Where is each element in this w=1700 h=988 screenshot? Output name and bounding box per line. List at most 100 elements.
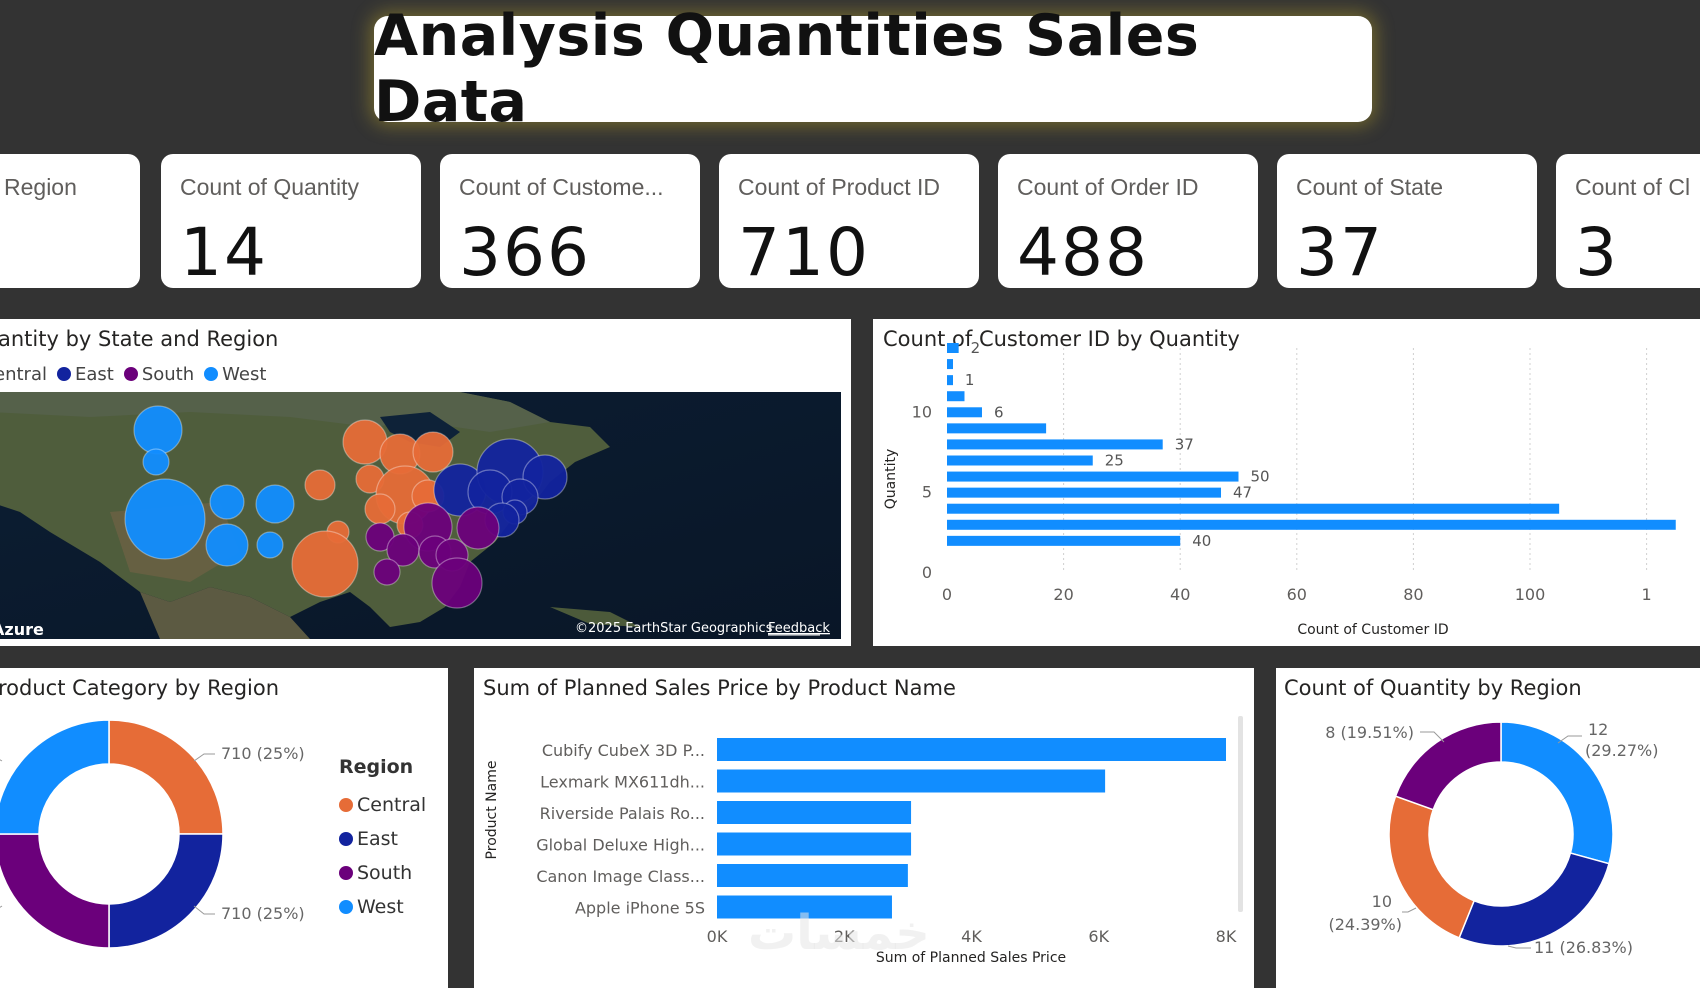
map-bubble-west[interactable] [205,523,249,567]
legend-label: Central [357,794,427,816]
leader-line [1420,731,1445,743]
legend-title: Region [339,756,414,778]
legend-item-central[interactable]: Central [339,788,426,822]
bar-quantity-11[interactable] [947,391,965,402]
data-label: 11 (26.83%) [1534,938,1633,957]
kpi-label: Region [4,174,77,200]
kpi-card-count-of-customer[interactable]: Count of Custome... 366 [440,154,700,288]
y-tick-label: Canon Image Class... [536,867,705,886]
x-tick-label: 8K [1216,927,1237,946]
bar-product[interactable] [717,738,1226,761]
quantity-by-region-donut[interactable]: 12 (29.27%) 11 (26.83%) 10 (24.39%) 8 (19.51%… [1276,668,1700,988]
legend-item-south[interactable]: South [339,856,426,890]
map-bubble-central[interactable] [364,493,396,525]
legend-item-west[interactable]: West [339,890,426,924]
legend-label-central: entral [0,363,47,385]
map-bubble-south[interactable] [373,558,401,586]
map-bubble-west[interactable] [256,531,284,559]
map-attribution: ©2025 EarthStar Geographics [575,621,773,636]
bar-quantity-3[interactable] [947,519,1676,530]
bar-quantity-12[interactable] [947,375,953,386]
bar-quantity-9[interactable] [947,423,1047,434]
map-bubble-west[interactable] [124,478,206,560]
map-canvas[interactable]: ©2025 EarthStar Geographics Feedback Azu… [0,392,841,639]
bar-quantity-4[interactable] [947,503,1560,514]
x-tick-label: 40 [1170,585,1190,604]
dashboard-title-card: Analysis Quantities Sales Data [374,3,1372,135]
bar-quantity-5[interactable] [947,487,1222,498]
bar-quantity-13[interactable] [947,359,953,370]
data-label: 710 (25%) [221,744,305,763]
x-tick-label: 60 [1287,585,1307,604]
donut-slice-central[interactable] [108,719,224,835]
kpi-card-count-of-city[interactable]: Count of Cl 3 [1556,154,1700,288]
leader-line [1402,907,1417,913]
bar-quantity-8[interactable] [947,439,1163,450]
category-by-region-panel[interactable]: roduct Category by Region 710 (25%) 710 (… [0,668,448,988]
bar-product[interactable] [717,769,1106,793]
map-bubble-south[interactable] [431,557,483,609]
leader-line [0,905,3,908]
kpi-card-count-of-product-id[interactable]: Count of Product ID 710 [719,154,979,288]
data-label: 10 [1372,892,1392,911]
data-label: 710 (25%) [221,904,305,923]
kpi-value: 37 [1296,214,1384,288]
legend-dot [339,798,353,812]
legend-item-east[interactable]: East [339,822,426,856]
bar-product[interactable] [717,801,912,824]
kpi-value: 710 [738,214,870,288]
map-feedback-link[interactable]: Feedback [768,621,830,636]
map-bubble-central[interactable] [304,469,336,501]
map-panel[interactable]: antity by State and Region entral East S… [0,319,851,646]
data-label: 47 [1233,484,1252,502]
bar-quantity-2[interactable] [947,535,1181,546]
kpi-value: 3 [1575,214,1619,288]
x-axis-title: Count of Customer ID [1297,622,1448,638]
kpi-value: 14 [180,214,268,288]
legend-dot-south [123,367,138,381]
map-bubble-west[interactable] [142,448,170,476]
bar-quantity-10[interactable] [947,407,982,418]
scrollbar[interactable] [1238,716,1243,912]
kpi-card-count-of-state[interactable]: Count of State 37 [1277,154,1537,288]
chart-title: roduct Category by Region [0,676,280,700]
donut-slice-east[interactable] [1458,852,1610,947]
leader-line [193,753,215,762]
donut-slice-west[interactable] [0,719,110,835]
map-bubble-west[interactable] [255,484,295,524]
map-bubble-west[interactable] [209,484,245,520]
map-bubble-south[interactable] [386,533,420,567]
donut-slice-east[interactable] [108,833,224,949]
sales-price-by-product-chart[interactable]: Cubify CubeX 3D P... Lexmark MX611dh... Ri… [474,668,1254,988]
map-bubble-west[interactable] [133,405,183,455]
donut-slice-south[interactable] [1394,721,1502,811]
legend-label-east: East [74,363,114,385]
bar-quantity-6[interactable] [947,471,1239,482]
chart-title: Sum of Planned Sales Price by Product Na… [483,676,956,700]
y-tick-label: Riverside Palais Ro... [540,804,705,823]
donut-slice-south[interactable] [0,833,110,949]
bar-product[interactable] [717,832,912,856]
customer-by-quantity-panel[interactable]: Count of Customer ID by Quantity 2 1 6 37 25… [873,319,1700,646]
bar-quantity-7[interactable] [947,455,1093,466]
map-bubble-central[interactable] [291,530,359,598]
bar-product[interactable] [717,895,892,919]
map-bubble-south[interactable] [456,506,500,550]
bar-quantity-14[interactable] [947,343,959,353]
map-bubbles[interactable] [124,405,568,609]
bar-product[interactable] [717,864,908,887]
data-label: 6 [994,403,1004,421]
kpi-card-count-of-order-id[interactable]: Count of Order ID 488 [998,154,1258,288]
legend-dot [339,832,353,846]
quantity-by-region-panel[interactable]: Count of Quantity by Region 12 (29.27%) 11… [1276,668,1700,988]
kpi-card-region[interactable]: Region [0,154,140,288]
kpi-label: Count of Custome... [459,174,664,200]
x-tick-label: 6K [1088,927,1109,946]
donut-slice-west[interactable] [1500,721,1614,865]
kpi-card-count-of-quantity[interactable]: Count of Quantity 14 [161,154,421,288]
category-by-region-donut[interactable]: 710 (25%) 710 (25%) [0,668,448,988]
sales-price-by-product-panel[interactable]: Sum of Planned Sales Price by Product Na… [474,668,1254,988]
map-bubble-central[interactable] [412,431,454,473]
legend-dot [339,900,353,914]
